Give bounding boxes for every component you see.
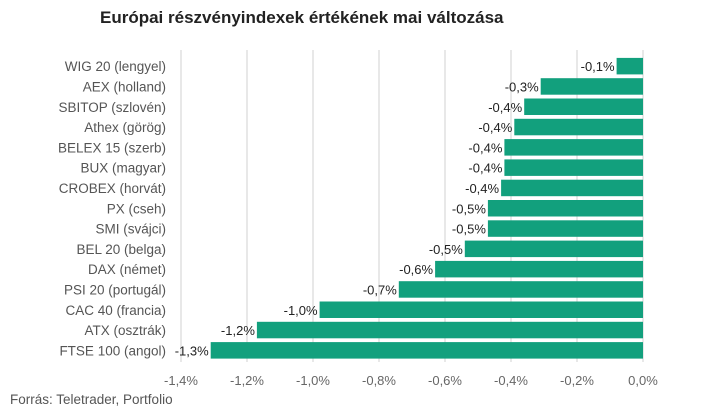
source-note: Forrás: Teletrader, Portfolio [10,392,173,407]
category-label: PX (cseh) [107,201,166,216]
bars [210,57,643,359]
category-label: CROBEX (horvát) [59,181,166,196]
bar [398,281,643,298]
bar [504,139,643,156]
bar [504,159,643,176]
data-label: -0,4% [478,120,512,135]
data-label: -0,5% [452,222,486,237]
data-label: -0,4% [488,100,522,115]
data-label: -0,4% [468,140,502,155]
data-label: -0,3% [505,79,539,94]
chart-title: Európai részvényindexek értékének mai vá… [100,8,504,27]
bar [524,98,643,115]
x-tick-label: 0,0% [628,373,658,388]
x-tick-label: -1,2% [230,373,264,388]
bar [514,118,643,136]
data-label: -1,3% [175,343,209,358]
category-label: CAC 40 (francia) [65,303,166,318]
x-tick-label: -1,4% [164,373,198,388]
data-label: -0,4% [468,161,502,176]
category-label: BELEX 15 (szerb) [58,140,166,155]
category-label: SBITOP (szlovén) [58,100,166,115]
bar [487,220,643,237]
x-axis-ticks: -1,4% -1,2% -1,0% -0,8% -0,6% -0,4% -0,2% 0,0% [164,373,658,388]
category-label: PSI 20 (portugál) [64,282,166,297]
data-label: -0,6% [399,262,433,277]
category-label: WIG 20 (lengyel) [65,59,166,74]
data-label: -1,0% [284,303,318,318]
x-tick-label: -0,2% [560,373,594,388]
x-tick-label: -0,4% [494,373,528,388]
x-tick-label: -0,6% [428,373,462,388]
bar [540,78,643,95]
bar [256,321,643,339]
bar [319,301,643,318]
category-label: Athex (görög) [84,120,166,135]
data-label: -0,5% [429,242,463,257]
x-tick-label: -0,8% [362,373,396,388]
x-tick-label: -1,0% [296,373,330,388]
category-label: BEL 20 (belga) [76,242,166,257]
data-label: -0,4% [465,181,499,196]
category-label: FTSE 100 (angol) [59,343,166,358]
data-labels: -0,1% -0,3% -0,4% -0,4% -0,4% -0,4% -0,4% -0,5%… [175,59,615,358]
bar [464,240,643,258]
bar [501,179,643,197]
data-label: -0,7% [363,282,397,297]
bar [210,342,643,359]
bar [435,260,643,278]
data-label: -0,5% [452,201,486,216]
category-label: AEX (holland) [83,79,166,94]
data-label: -1,2% [221,323,255,338]
category-label: ATX (osztrák) [84,323,166,338]
bar [487,200,643,217]
category-labels: WIG 20 (lengyel) AEX (holland) SBITOP (szl… [58,59,166,358]
category-label: DAX (német) [88,262,166,277]
category-label: SMI (svájci) [96,222,167,237]
category-label: BUX (magyar) [80,161,166,176]
data-label: -0,1% [581,59,615,74]
bar [616,57,643,75]
